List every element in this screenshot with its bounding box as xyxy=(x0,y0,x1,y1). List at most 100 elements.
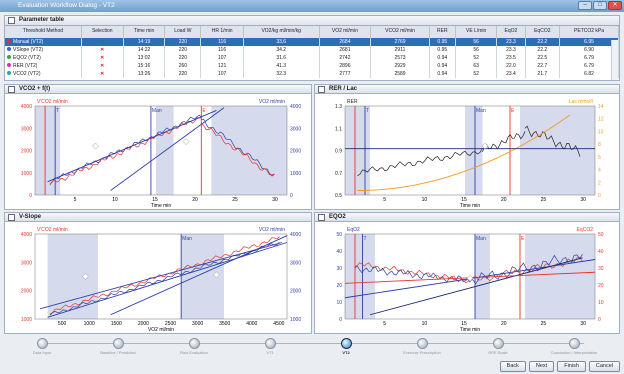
threshold-marker-label: E xyxy=(511,108,515,114)
chart-area[interactable]: 4000 3000 2000 1000 4000 3000 2000 1000 500 1000 1… xyxy=(5,222,311,333)
column-header[interactable]: VE L/min xyxy=(455,26,498,38)
breakpoint-marker[interactable] xyxy=(466,274,474,282)
x-tick-label: 30 xyxy=(580,197,586,203)
workflow-step[interactable]: Baseline / Predicted xyxy=(88,338,148,355)
table-cell: 22.2 xyxy=(525,38,561,46)
table-cell: 13:26 xyxy=(123,70,166,78)
threshold-marker-label: Man xyxy=(152,108,162,114)
column-header[interactable]: EqO2 xyxy=(496,26,526,38)
cross-icon[interactable]: ✕ xyxy=(81,46,124,54)
panel-menu-icon[interactable] xyxy=(8,17,15,24)
x-tick-label: 20 xyxy=(501,321,507,327)
data-series-line xyxy=(357,148,483,177)
step-label: Conclusion / Interpretation xyxy=(550,350,598,355)
y-tick-label: 10 xyxy=(336,300,342,306)
step-dot-icon xyxy=(264,338,276,349)
y2-tick-label: 3000 xyxy=(290,126,301,132)
table-cell: 0.94 xyxy=(429,62,456,70)
column-header[interactable]: HR 1/min xyxy=(200,26,244,38)
panel-menu-icon[interactable] xyxy=(8,214,15,221)
threshold-band xyxy=(35,106,61,195)
regression-line xyxy=(47,110,217,183)
y2-tick-label: 2 xyxy=(598,180,601,186)
cross-icon[interactable]: ✕ xyxy=(81,54,124,62)
column-header[interactable]: VCO2 ml/min xyxy=(370,26,430,38)
breakpoint-marker[interactable] xyxy=(92,142,99,150)
workflow-step[interactable]: Raw Evaluation xyxy=(164,338,224,355)
column-header[interactable]: VO2 ml/min xyxy=(319,26,372,38)
next-button[interactable]: Next xyxy=(528,361,555,372)
table-row[interactable]: VCO2 (VT2) ✕ 13:26 220 107 32.3 2777 2589 0.94 52… xyxy=(5,70,619,78)
minimize-button[interactable]: – xyxy=(578,1,592,10)
workflow-step[interactable]: RPE Scale xyxy=(468,338,528,355)
panel-menu-icon[interactable] xyxy=(8,86,15,93)
step-label: Data Input xyxy=(32,350,52,355)
table-cell: 22.5 xyxy=(525,54,561,62)
table-cell: 63 xyxy=(455,62,498,70)
regression-line xyxy=(47,242,288,318)
column-header[interactable]: Load W xyxy=(164,26,202,38)
y2-tick-label: 6 xyxy=(598,155,601,161)
y-axis-label: RER xyxy=(347,99,358,105)
threshold-band xyxy=(465,106,483,195)
table-row[interactable]: EQO2 (VT2) ✕ 13:02 220 107 31.6 2742 2573 0.94 52… xyxy=(5,54,619,62)
x-axis-label: Time min xyxy=(151,203,172,209)
table-cell: 22.7 xyxy=(525,62,561,70)
workflow-step[interactable]: VT1 xyxy=(240,338,300,355)
step-label: Baseline / Predicted xyxy=(100,350,136,355)
panel-menu-icon[interactable] xyxy=(318,86,325,93)
column-header[interactable]: VO2/kg ml/min/kg xyxy=(243,26,320,38)
rer-lac-panel: RER / Lac 1.3 1.1 0.9 0.7 0.5 14 12 10 8 6 4 2 0 5 10 1… xyxy=(314,84,620,210)
table-cell: 56 xyxy=(455,38,498,46)
table-row[interactable]: VSlope (VT2) ✕ 14:22 220 116 34.2 2681 2911 0.95… xyxy=(5,46,619,54)
back-button[interactable]: Back xyxy=(499,361,526,372)
y-tick-label: 0 xyxy=(29,193,32,199)
workflow-step[interactable]: Data Input xyxy=(12,338,72,355)
breakpoint-marker[interactable] xyxy=(481,142,489,150)
table-cell: 116 xyxy=(200,46,244,54)
y2-tick-label: 0 xyxy=(598,193,601,199)
cross-icon[interactable]: ✕ xyxy=(81,62,124,70)
table-row[interactable]: RER (VT2) ✕ 15:16 260 121 41.3 2896 2929 0.94 63 2… xyxy=(5,62,619,70)
column-header[interactable]: Threshold Method xyxy=(5,26,82,38)
method-label: VCO2 (VT2) xyxy=(13,71,41,77)
column-header[interactable]: Time min xyxy=(123,26,166,38)
window-title: Evaluation Workflow Dialog - VT2 xyxy=(18,2,115,9)
x-tick-label: 10 xyxy=(422,321,428,327)
table-row[interactable]: Manual (VT2) ✓ 14:19 220 116 33.6 2684 2769 0.95… xyxy=(5,38,619,46)
table-cell: 2684 xyxy=(319,38,372,46)
x-tick-label: 20 xyxy=(501,197,507,203)
column-header[interactable]: EqCO2 xyxy=(525,26,561,38)
column-header[interactable]: RER xyxy=(429,26,456,38)
column-header[interactable]: PETCO2 kPa xyxy=(559,26,619,38)
close-button[interactable]: ✕ xyxy=(608,1,622,10)
maximize-button[interactable]: □ xyxy=(593,1,607,10)
y-tick-label: 0.7 xyxy=(335,171,342,177)
step-label: RPE Scale xyxy=(488,350,508,355)
breakpoint-marker[interactable] xyxy=(82,273,89,280)
breakpoint-marker[interactable] xyxy=(213,271,220,279)
workflow-step[interactable]: VT2 xyxy=(316,338,376,355)
panel-menu-icon[interactable] xyxy=(318,214,325,221)
step-label: VT2 xyxy=(342,350,350,355)
y2-tick-label: 1000 xyxy=(290,171,301,177)
x-tick-label: 5 xyxy=(74,197,77,203)
finish-button[interactable]: Finish xyxy=(557,361,586,372)
workflow-step[interactable]: Exercise Prescription xyxy=(392,338,452,355)
y-tick-label: 20 xyxy=(336,283,342,289)
chart-area[interactable]: 4000 3000 2000 1000 0 4000 3000 2000 1000 0 5 10 15 2… xyxy=(5,94,311,209)
column-header[interactable]: Selection xyxy=(81,26,124,38)
table-cell: 0.95 xyxy=(429,38,456,46)
panel-title: RER / Lac xyxy=(329,86,358,92)
workflow-step[interactable]: Conclusion / Interpretation xyxy=(544,338,604,355)
table-cell: 220 xyxy=(164,38,202,46)
table-scrollbar[interactable] xyxy=(611,40,618,80)
check-icon[interactable]: ✓ xyxy=(81,38,124,46)
cross-icon[interactable]: ✕ xyxy=(81,70,124,78)
breakpoint-marker[interactable] xyxy=(182,138,190,145)
cancel-button[interactable]: Cancel xyxy=(588,361,620,372)
y2-tick-label: 14 xyxy=(598,104,604,110)
y-axis-label: V'CO2 ml/min xyxy=(37,99,68,105)
chart-area[interactable]: 50 40 30 20 10 0 50 40 30 20 10 0 5 10 15 20 25 30 EqO2 EqC… xyxy=(315,222,619,333)
